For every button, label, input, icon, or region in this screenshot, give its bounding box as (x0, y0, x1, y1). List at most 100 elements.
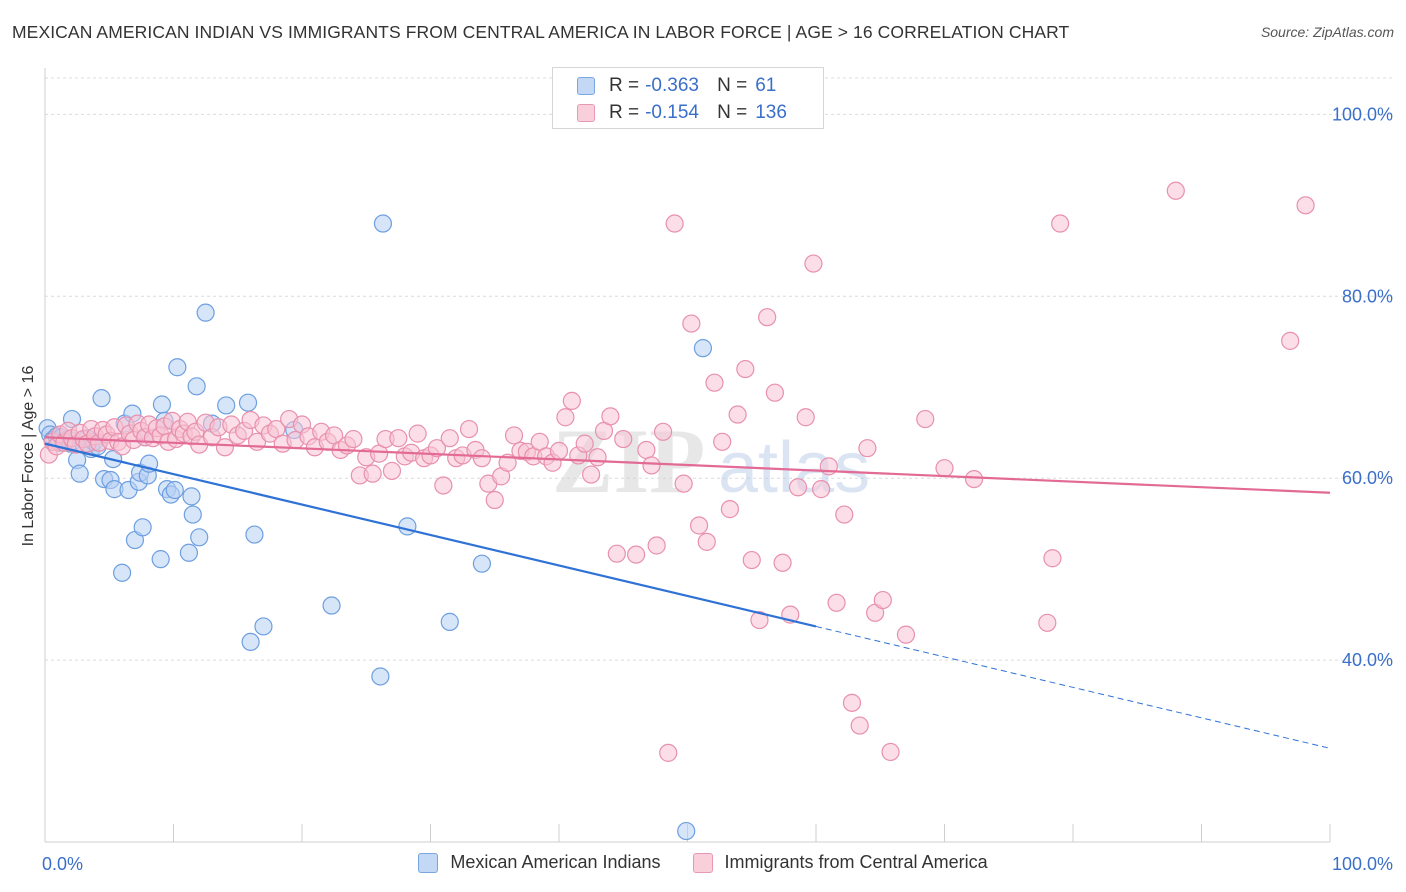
data-point-immigrants-central-america (773, 553, 792, 572)
data-point-mexican-american-indians (133, 518, 152, 537)
data-point-mexican-american-indians (238, 393, 258, 412)
data-point-mexican-american-indians (92, 389, 111, 408)
data-point-mexican-american-indians (182, 487, 201, 506)
data-point-immigrants-central-america (1051, 214, 1070, 233)
data-point-mexican-american-indians (371, 667, 390, 686)
data-point-immigrants-central-america (881, 742, 900, 762)
legend-swatch-blue (418, 852, 439, 873)
data-point-mexican-american-indians (693, 339, 713, 358)
data-point-mexican-american-indians (165, 480, 184, 500)
r-key: R = (609, 102, 640, 123)
correlation-legend: R = -0.363 N = 61 R = -0.154 N = 136 (552, 67, 824, 129)
data-point-immigrants-central-america (697, 532, 716, 551)
n-key: N = (717, 102, 748, 123)
data-point-mexican-american-indians (254, 617, 273, 636)
data-point-immigrants-central-america (842, 693, 862, 712)
data-point-immigrants-central-america (485, 490, 504, 510)
data-point-immigrants-central-america (858, 439, 877, 458)
data-point-immigrants-central-america (588, 448, 607, 467)
data-point-immigrants-central-america (682, 314, 701, 333)
data-point-immigrants-central-america (850, 716, 869, 735)
data-point-mexican-american-indians (322, 596, 341, 615)
data-point-immigrants-central-america (896, 625, 916, 644)
data-point-immigrants-central-america (742, 550, 761, 570)
y-tick-label: 80.0% (1342, 286, 1393, 306)
data-point-mexican-american-indians (472, 554, 491, 573)
data-point-immigrants-central-america (601, 407, 620, 426)
data-point-immigrants-central-america (626, 545, 646, 564)
data-point-immigrants-central-america (827, 593, 846, 612)
data-point-immigrants-central-america (750, 610, 769, 630)
data-point-mexican-american-indians (183, 505, 202, 524)
trend-line-immigrants-central-america (44, 436, 1331, 494)
y-tick-label: 60.0% (1342, 468, 1393, 488)
n-value: 136 (755, 102, 787, 123)
data-point-immigrants-central-america (873, 590, 892, 610)
n-key: N = (717, 75, 748, 96)
data-point-immigrants-central-america (472, 449, 491, 468)
data-point-immigrants-central-america (935, 459, 954, 478)
data-point-immigrants-central-america (1296, 196, 1315, 215)
data-point-immigrants-central-america (728, 405, 747, 424)
legend-item-mexican-american-indians[interactable]: Mexican American Indians (418, 852, 661, 873)
legend-label: Immigrants from Central America (724, 852, 988, 872)
data-point-immigrants-central-america (382, 461, 402, 481)
trend-lines (44, 436, 1331, 749)
data-point-immigrants-central-america (835, 505, 854, 524)
data-point-mexican-american-indians (245, 525, 264, 544)
r-key: R = (609, 75, 640, 96)
data-point-immigrants-central-america (796, 408, 815, 427)
data-point-immigrants-central-america (812, 480, 831, 499)
source-label: Source: ZipAtlas.com (1260, 24, 1394, 40)
series-legend: Mexican American Indians Immigrants from… (0, 852, 1406, 873)
x-tick-label: 0.0% (42, 854, 83, 874)
data-point-immigrants-central-america (1043, 549, 1062, 568)
data-point-mexican-american-indians (677, 821, 696, 841)
data-point-immigrants-central-america (765, 383, 784, 402)
data-point-mexican-american-indians (152, 395, 172, 414)
data-point-immigrants-central-america (1038, 613, 1057, 632)
r-value: -0.154 (645, 102, 699, 123)
data-point-mexican-american-indians (196, 303, 215, 322)
data-point-immigrants-central-america (653, 422, 673, 441)
legend-row-pink: R = -0.154 N = 136 (577, 101, 787, 125)
data-point-immigrants-central-america (427, 439, 447, 458)
data-point-immigrants-central-america (720, 500, 740, 519)
data-point-immigrants-central-america (575, 434, 594, 453)
data-point-immigrants-central-america (389, 429, 408, 448)
x-tick-label: 100.0% (1332, 854, 1393, 874)
y-tick-label: 40.0% (1342, 650, 1393, 670)
data-point-immigrants-central-america (459, 419, 479, 439)
n-value: 61 (755, 75, 777, 96)
data-point-immigrants-central-america (1166, 181, 1185, 200)
data-point-mexican-american-indians (179, 543, 199, 562)
data-point-mexican-american-indians (70, 464, 89, 483)
data-point-mexican-american-indians (168, 358, 187, 377)
chart-title: MEXICAN AMERICAN INDIAN VS IMMIGRANTS FR… (12, 22, 1070, 42)
data-point-immigrants-central-america (363, 464, 382, 483)
trend-line-mexican-american-indians (44, 442, 817, 628)
data-point-immigrants-central-america (1281, 331, 1300, 350)
data-point-immigrants-central-america (665, 214, 684, 233)
r-value: -0.363 (645, 75, 699, 96)
legend-row-blue: R = -0.363 N = 61 (577, 74, 776, 98)
data-point-immigrants-central-america (788, 478, 808, 497)
legend-swatch-blue (577, 77, 595, 95)
data-point-immigrants-central-america (408, 424, 427, 443)
data-point-immigrants-central-america (556, 408, 575, 427)
legend-swatch-pink (692, 852, 713, 873)
data-point-mexican-american-indians (217, 396, 236, 415)
data-point-immigrants-central-america (440, 429, 459, 448)
data-point-immigrants-central-america (344, 429, 363, 449)
data-point-mexican-american-indians (241, 632, 260, 652)
legend-label: Mexican American Indians (450, 852, 661, 872)
data-point-immigrants-central-america (705, 373, 724, 392)
data-point-immigrants-central-america (434, 476, 453, 495)
data-point-immigrants-central-america (642, 456, 661, 475)
data-point-immigrants-central-america (607, 544, 626, 563)
data-point-immigrants-central-america (916, 409, 935, 429)
legend-item-immigrants-central-america[interactable]: Immigrants from Central America (692, 852, 988, 873)
data-point-immigrants-central-america (637, 440, 656, 460)
y-tick-label: 100.0% (1332, 104, 1393, 124)
